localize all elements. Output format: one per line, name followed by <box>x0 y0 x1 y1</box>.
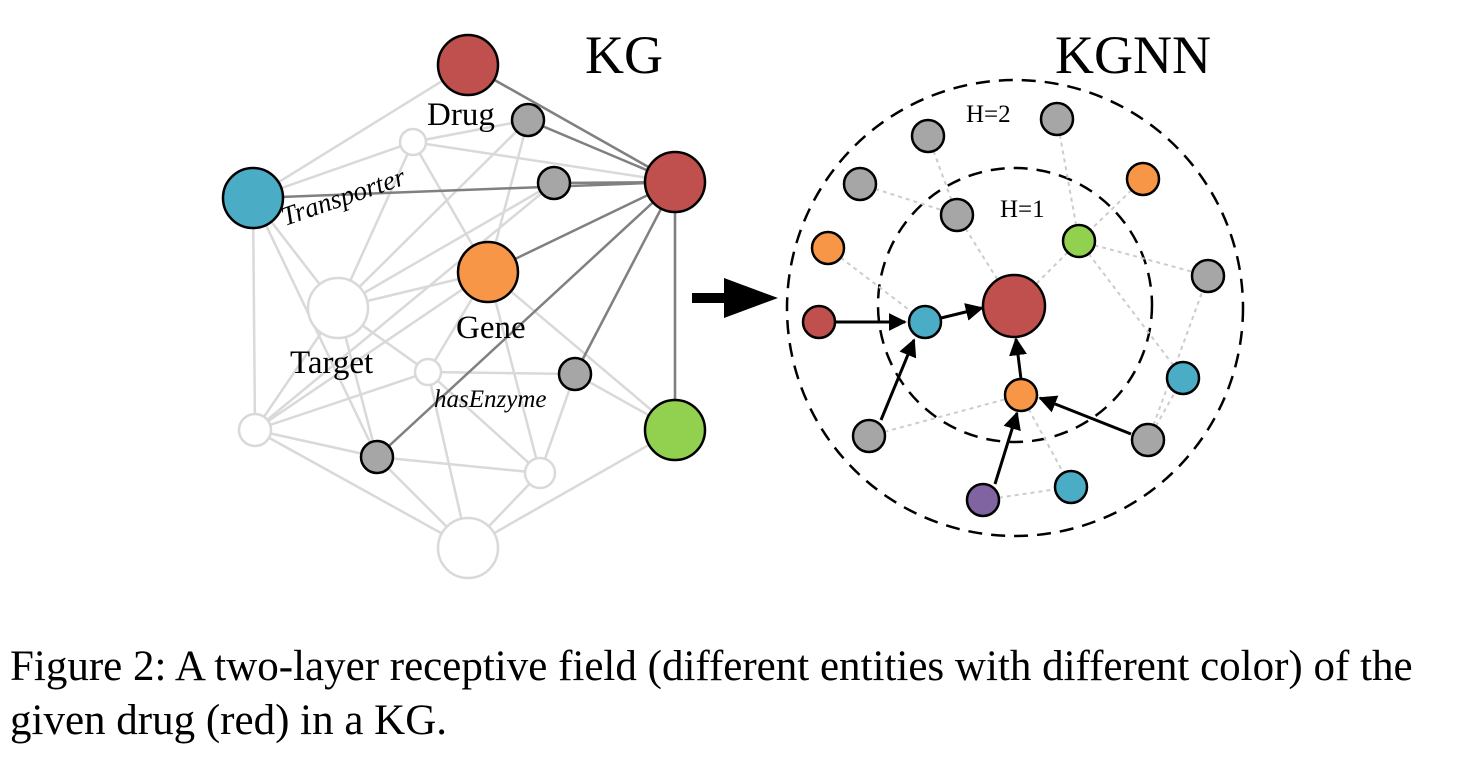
kgnn-gray-node <box>851 418 887 454</box>
kgnn-gene-node <box>810 230 846 266</box>
hop2-label: H=2 <box>966 101 1011 128</box>
kg-gray-node <box>510 102 546 138</box>
kgnn-transporter-node <box>907 304 943 340</box>
kgnn-drug-neighbor-node <box>801 304 837 340</box>
kgnn-transporter-node <box>1165 360 1201 396</box>
kg-gray-node <box>359 439 395 475</box>
kg-gene-node <box>456 240 520 304</box>
hop1-boundary <box>876 166 1154 444</box>
hop2-boundary <box>785 78 1245 538</box>
kg-title: KG <box>585 25 663 85</box>
kg-faded-node <box>436 516 500 580</box>
kgnn-gray-node <box>939 197 975 233</box>
kg-faded-node <box>413 357 443 387</box>
kgnn-gray-node <box>842 166 878 202</box>
kgnn-target-drug-node <box>981 273 1047 339</box>
hop1-label: H=1 <box>1000 196 1045 223</box>
kgnn-gray-node <box>1130 422 1166 458</box>
kg-has-enzyme-label: hasEnzyme <box>434 386 546 413</box>
kg-target-label: Target <box>290 345 373 381</box>
figure-diagram: KG Drug Transporter Gene Target hasEnzym… <box>221 25 1245 580</box>
kgnn-green-node <box>1061 223 1097 259</box>
kgnn-message-arrows <box>835 303 1132 485</box>
figure-caption: Figure 2: A two-layer receptive field (d… <box>10 643 1413 744</box>
kg-faded-node <box>523 456 557 490</box>
kg-faded-node <box>237 412 273 448</box>
kgnn-title: KGNN <box>1055 25 1211 85</box>
kgnn-panel: KGNN H=2 H=1 <box>785 25 1245 538</box>
kg-faded-node <box>398 127 428 157</box>
kg-panel: KG Drug Transporter Gene Target hasEnzym… <box>221 25 707 580</box>
kgnn-gray-node <box>910 118 946 154</box>
kg-gene-label: Gene <box>456 310 526 346</box>
kgnn-gene-node <box>1003 377 1039 413</box>
kgnn-gray-node <box>1039 101 1075 137</box>
kg-drug-label: Drug <box>427 97 495 133</box>
transition-arrow <box>692 278 778 318</box>
kg-gray-node <box>557 356 593 392</box>
kg-gray-node <box>536 165 572 201</box>
kgnn-purple-node <box>965 482 1001 518</box>
kgnn-gene-node <box>1125 161 1161 197</box>
kgnn-gray-node <box>1190 258 1226 294</box>
kg-drug-node <box>436 33 500 97</box>
kg-green-node <box>643 398 707 462</box>
kgnn-transporter-node <box>1053 469 1089 505</box>
kg-transporter-node <box>221 166 285 230</box>
kg-target-node <box>306 276 370 340</box>
kg-given-drug-node <box>643 150 707 214</box>
